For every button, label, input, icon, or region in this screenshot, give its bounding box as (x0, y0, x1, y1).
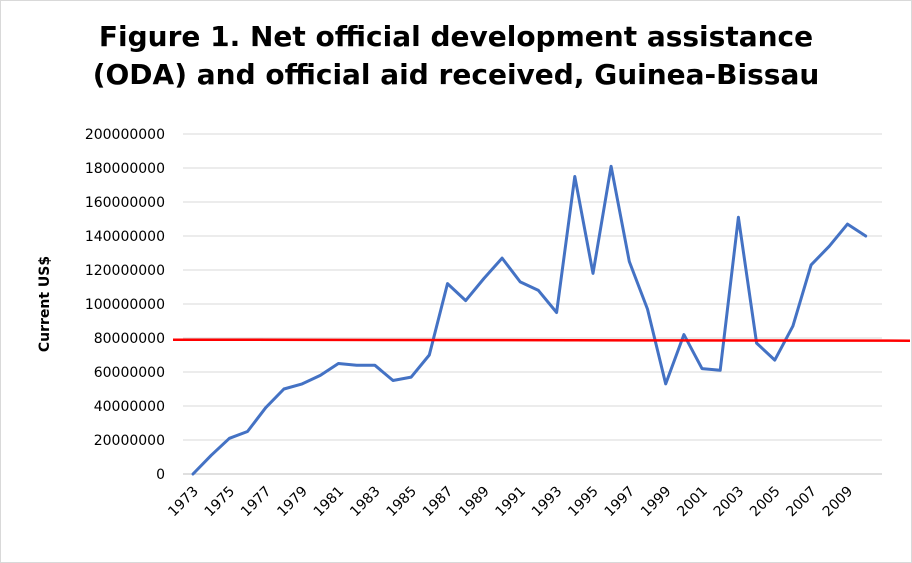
x-tick-label: 1985 (383, 484, 420, 521)
x-tick-label: 1981 (311, 484, 348, 521)
data-point (537, 289, 540, 292)
data-point (191, 472, 195, 476)
data-point (209, 454, 213, 457)
y-axis-tick-labels: 0 20000000 40000000 60000000 80000000 1000000… (85, 127, 165, 483)
data-point (773, 358, 776, 362)
data-point (555, 311, 558, 314)
x-tick-label: 1991 (493, 484, 530, 521)
data-point (409, 375, 413, 379)
gridlines (183, 133, 882, 475)
x-tick-label: 2005 (747, 484, 784, 521)
x-tick-label: 1999 (638, 484, 675, 521)
data-point (264, 406, 267, 409)
x-tick-label: 1983 (347, 484, 384, 521)
data-point (846, 222, 849, 226)
x-tick-label: 2007 (783, 484, 820, 521)
data-point (373, 364, 376, 367)
data-point (700, 367, 704, 370)
reference-line (172, 338, 911, 342)
y-tick-label: 200000000 (85, 127, 165, 143)
chart-title-line2: (ODA) and official aid received, Guinea-… (92, 58, 820, 91)
y-tick-label: 40000000 (94, 399, 165, 415)
data-point (355, 364, 358, 367)
data-point (628, 260, 631, 263)
x-tick-label: 2001 (674, 484, 711, 521)
data-point (864, 234, 867, 238)
y-tick-label: 180000000 (85, 161, 165, 177)
y-tick-label: 160000000 (85, 195, 165, 211)
x-axis-tick-labels: 1973 1975 1977 1979 1981 1983 1985 1987 1989 1991… (165, 484, 856, 521)
x-tick-label: 2003 (711, 484, 748, 521)
x-tick-label: 1987 (420, 484, 457, 521)
x-tick-label: 1997 (602, 484, 639, 521)
data-point (755, 341, 758, 345)
data-point (500, 256, 504, 260)
x-tick-label: 1975 (202, 484, 239, 521)
data-point (300, 382, 304, 386)
data-point (282, 387, 286, 391)
data-point (464, 299, 467, 302)
data-point (446, 282, 449, 285)
data-point (519, 280, 522, 284)
data-point (337, 362, 340, 365)
data-point (428, 353, 431, 357)
data-point (737, 216, 740, 219)
data-point (646, 307, 649, 311)
x-tick-label: 1989 (456, 484, 493, 521)
data-point (719, 369, 722, 372)
data-point (482, 277, 486, 280)
data-point (573, 175, 576, 178)
data-point (391, 379, 395, 382)
chart-title: Figure 1. Net official development assis… (0, 18, 912, 94)
y-axis-title: Current US$ (37, 256, 53, 352)
x-tick-label: 1977 (238, 484, 275, 521)
x-tick-label: 1995 (565, 484, 602, 521)
y-tick-label: 60000000 (94, 365, 165, 381)
chart-title-line1: Figure 1. Net official development assis… (98, 20, 814, 53)
x-tick-label: 1993 (529, 484, 566, 521)
data-point (591, 272, 595, 275)
data-point (791, 324, 795, 328)
x-tick-label: 1973 (165, 484, 202, 521)
y-tick-label: 0 (156, 467, 165, 483)
y-tick-label: 100000000 (85, 297, 165, 313)
y-tick-label: 140000000 (85, 229, 165, 245)
reference-layer (172, 338, 911, 342)
series-layer (191, 164, 868, 476)
data-point (664, 382, 667, 386)
data-point (319, 374, 322, 377)
data-point (828, 245, 831, 248)
y-tick-label: 80000000 (94, 331, 165, 347)
data-point (228, 437, 231, 440)
series-line (191, 164, 868, 476)
x-tick-label: 1979 (274, 484, 311, 521)
y-tick-label: 20000000 (94, 433, 165, 449)
data-point (609, 165, 613, 168)
data-point (682, 333, 686, 336)
y-tick-label: 120000000 (85, 263, 165, 279)
x-tick-label: 2009 (820, 484, 857, 521)
data-point (246, 430, 249, 433)
data-point (809, 263, 813, 267)
